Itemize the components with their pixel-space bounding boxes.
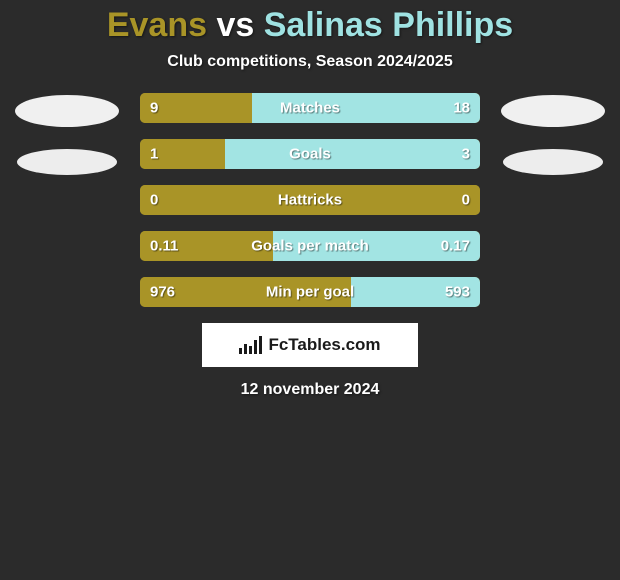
bar-value-right: 18	[453, 100, 470, 117]
page-title: Evans vs Salinas Phillips	[107, 6, 513, 45]
player1-club-avatar	[17, 149, 117, 175]
stat-bars: 9 18 Matches 1 3 Goals 0 0 Hattricks 0.11 0.17 Goal…	[140, 93, 480, 307]
bar-label: Min per goal	[266, 284, 354, 301]
bar-value-right: 593	[445, 284, 470, 301]
stat-bar: 9 18 Matches	[140, 93, 480, 123]
bar-label: Hattricks	[278, 192, 342, 209]
bar-value-right: 0.17	[441, 238, 470, 255]
bar-value-left: 0	[150, 192, 158, 209]
bar-value-left: 1	[150, 146, 158, 163]
title-player2: Salinas Phillips	[264, 6, 513, 44]
brand-box: FcTables.com	[202, 323, 418, 367]
title-vs: vs	[216, 6, 254, 44]
stat-bar: 976 593 Min per goal	[140, 277, 480, 307]
stat-bar: 0.11 0.17 Goals per match	[140, 231, 480, 261]
bar-label: Matches	[280, 100, 340, 117]
bar-value-left: 0.11	[150, 238, 178, 255]
bar-label: Goals per match	[251, 238, 369, 255]
right-avatar-column	[498, 93, 608, 175]
stat-bar: 0 0 Hattricks	[140, 185, 480, 215]
date-label: 12 november 2024	[241, 381, 380, 399]
stats-wrap: 9 18 Matches 1 3 Goals 0 0 Hattricks 0.11 0.17 Goal…	[0, 93, 620, 307]
bar-value-right: 3	[462, 146, 470, 163]
bar-value-right: 0	[462, 192, 470, 209]
subtitle: Club competitions, Season 2024/2025	[167, 53, 452, 71]
title-player1: Evans	[107, 6, 207, 44]
bar-label: Goals	[289, 146, 331, 163]
player2-club-avatar	[503, 149, 603, 175]
brand-text: FcTables.com	[268, 335, 380, 355]
bar-value-left: 976	[150, 284, 175, 301]
stat-bar: 1 3 Goals	[140, 139, 480, 169]
brand-chart-icon	[239, 336, 262, 354]
bar-value-left: 9	[150, 100, 158, 117]
bar-fill-right	[225, 139, 480, 169]
left-avatar-column	[12, 93, 122, 175]
player2-avatar	[501, 95, 605, 127]
player1-avatar	[15, 95, 119, 127]
comparison-infographic: Evans vs Salinas Phillips Club competiti…	[0, 0, 620, 399]
